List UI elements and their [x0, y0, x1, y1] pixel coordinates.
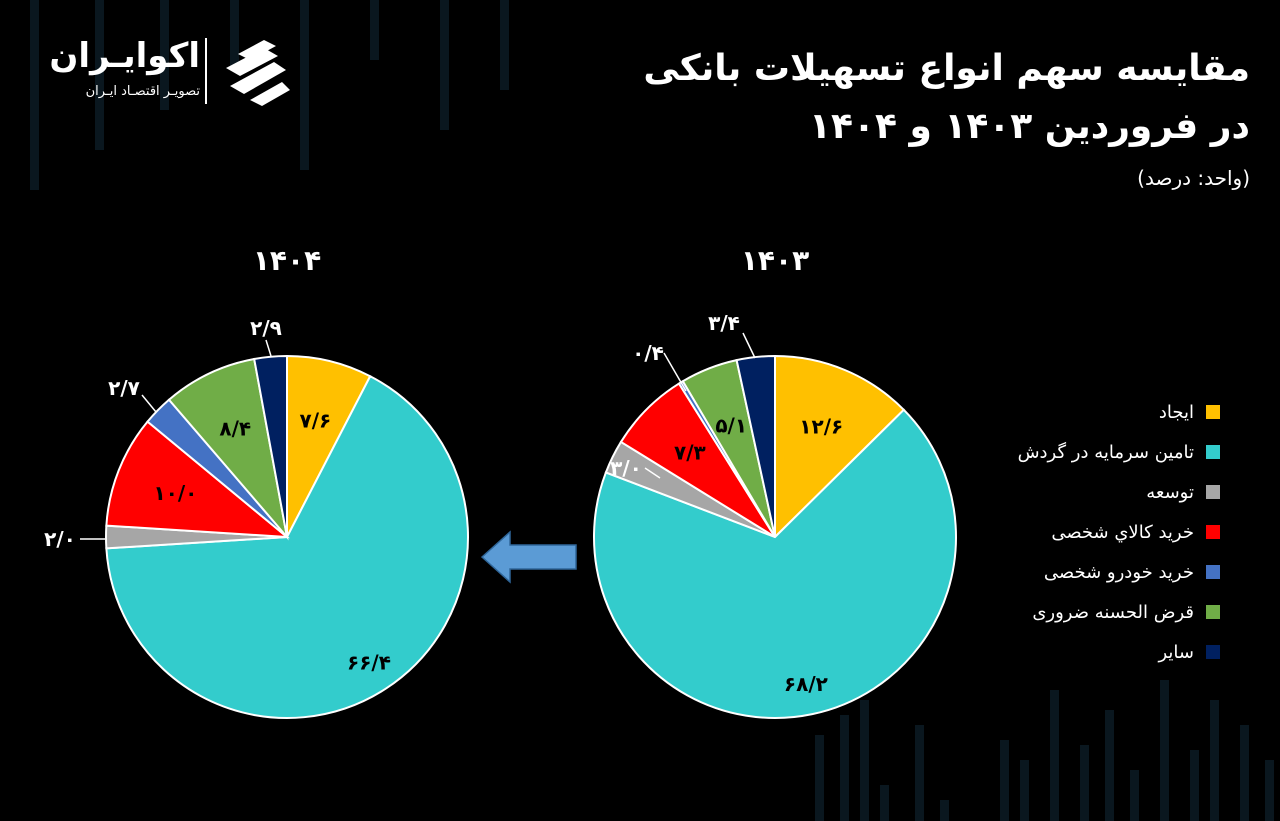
brand-name: اکوایـران — [49, 36, 200, 76]
logo-divider — [205, 38, 207, 104]
brand-logo: اکوایـران تصویـر اقتصـاد ایـران — [38, 34, 298, 110]
data-label: ۳/۴ — [708, 311, 740, 335]
data-label: ۱۲/۶ — [799, 414, 843, 438]
legend-label: توسعه — [1146, 481, 1194, 503]
leader-line — [663, 352, 687, 392]
pie-slice — [593, 408, 957, 719]
leader-line — [644, 467, 661, 479]
legend-swatch — [1206, 565, 1220, 579]
data-label: ۶۶/۴ — [347, 651, 391, 675]
unit-label: (واحد: درصد) — [1137, 166, 1250, 190]
ecoiran-logo-icon — [226, 40, 290, 106]
legend-label: خرید کالاي شخصی — [1051, 521, 1194, 543]
legend-item: توسعه — [920, 472, 1220, 512]
data-label: ۵/۱ — [715, 413, 747, 437]
decor-bar — [1080, 745, 1089, 821]
legend-label: قرض الحسنه ضروری — [1032, 601, 1194, 623]
data-label: ۳/۰ — [610, 456, 642, 480]
legend-swatch — [1206, 645, 1220, 659]
pie-chart-1: ۷/۶ ۶۶/۴ ۲/۰ ۱۰/۰ ۲/۷ ۸/۴ ۲/۹ ۱۴۰۴ — [44, 244, 469, 719]
leader-line — [265, 339, 272, 357]
decor-bar — [1105, 710, 1114, 821]
decor-bar — [95, 0, 104, 150]
data-label: ۷/۳ — [674, 440, 706, 464]
legend-swatch — [1206, 605, 1220, 619]
decor-bar — [370, 0, 379, 60]
data-label: ۶۸/۲ — [784, 672, 828, 696]
decor-bar — [1000, 740, 1009, 821]
decor-bar — [500, 0, 509, 90]
legend-swatch — [1206, 405, 1220, 419]
legend-swatch — [1206, 485, 1220, 499]
decor-bar — [1265, 760, 1274, 821]
brand-tagline: تصویـر اقتصـاد ایـران — [85, 84, 200, 99]
decor-bar — [1130, 770, 1139, 821]
arrow-left-icon — [480, 530, 577, 584]
chart-title-line1: مقایسه سهم انواع تسهیلات بانکی — [643, 48, 1250, 89]
decor-bar — [815, 735, 824, 821]
data-label: ۱۰/۰ — [153, 481, 197, 505]
legend-item: سایر — [920, 632, 1220, 672]
legend-item: خرید خودرو شخصی — [920, 552, 1220, 592]
decor-bar — [860, 700, 869, 821]
decor-bar — [1020, 760, 1029, 821]
legend-label: ایجاد — [1158, 401, 1194, 423]
pie-slice — [774, 354, 906, 540]
pie-title: ۱۴۰۳ — [741, 244, 809, 277]
decor-bar — [1160, 680, 1169, 821]
chart-title: مقایسه سهم انواع تسهیلات بانکی در فروردی… — [430, 40, 1250, 156]
pie-slice — [253, 354, 288, 538]
decor-bar — [840, 715, 849, 821]
decor-bar — [1210, 700, 1219, 821]
pie-title: ۱۴۰۴ — [253, 244, 321, 277]
legend-label: سایر — [1158, 641, 1194, 663]
decor-bar — [1190, 750, 1199, 821]
pie-slice — [735, 354, 776, 538]
leader-line — [742, 332, 756, 359]
decor-bar — [440, 0, 449, 130]
data-label: ۲/۰ — [44, 527, 76, 551]
legend: ایجاد تامین سرمایه در گردش توسعه خرید کا… — [920, 392, 1220, 672]
legend-item: تامین سرمایه در گردش — [920, 432, 1220, 472]
legend-item: قرض الحسنه ضروری — [920, 592, 1220, 632]
legend-swatch — [1206, 445, 1220, 459]
legend-item: خرید کالاي شخصی — [920, 512, 1220, 552]
chart-title-line2: در فروردین ۱۴۰۳ و ۱۴۰۴ — [809, 106, 1250, 147]
data-label: ۲/۷ — [108, 376, 140, 400]
leader-line — [141, 394, 157, 413]
pie-slice — [167, 357, 289, 541]
pie-slice — [105, 374, 469, 719]
legend-label: خرید خودرو شخصی — [1043, 561, 1194, 583]
decor-bar — [1050, 690, 1059, 821]
decor-bar — [940, 800, 949, 821]
decor-bar — [160, 0, 169, 110]
pie-slice — [105, 420, 291, 539]
data-label: ۷/۶ — [300, 408, 332, 432]
decor-bar — [230, 0, 239, 70]
data-label: ۸/۴ — [219, 417, 251, 441]
decor-bar — [300, 0, 309, 170]
decor-bar — [880, 785, 889, 821]
decor-bar — [915, 725, 924, 821]
decor-bar — [30, 0, 39, 190]
legend-label: تامین سرمایه در گردش — [1017, 441, 1194, 463]
legend-item: ایجاد — [920, 392, 1220, 432]
pie-chart-0: ۱۲/۶ ۶۸/۲ ۳/۰ ۷/۳ ۰/۴ ۵/۱ ۳/۴ ۱۴۰۳ — [593, 244, 957, 719]
legend-swatch — [1206, 525, 1220, 539]
decor-bar — [1240, 725, 1249, 821]
data-label: ۰/۴ — [632, 341, 664, 365]
data-label: ۲/۹ — [250, 316, 282, 340]
